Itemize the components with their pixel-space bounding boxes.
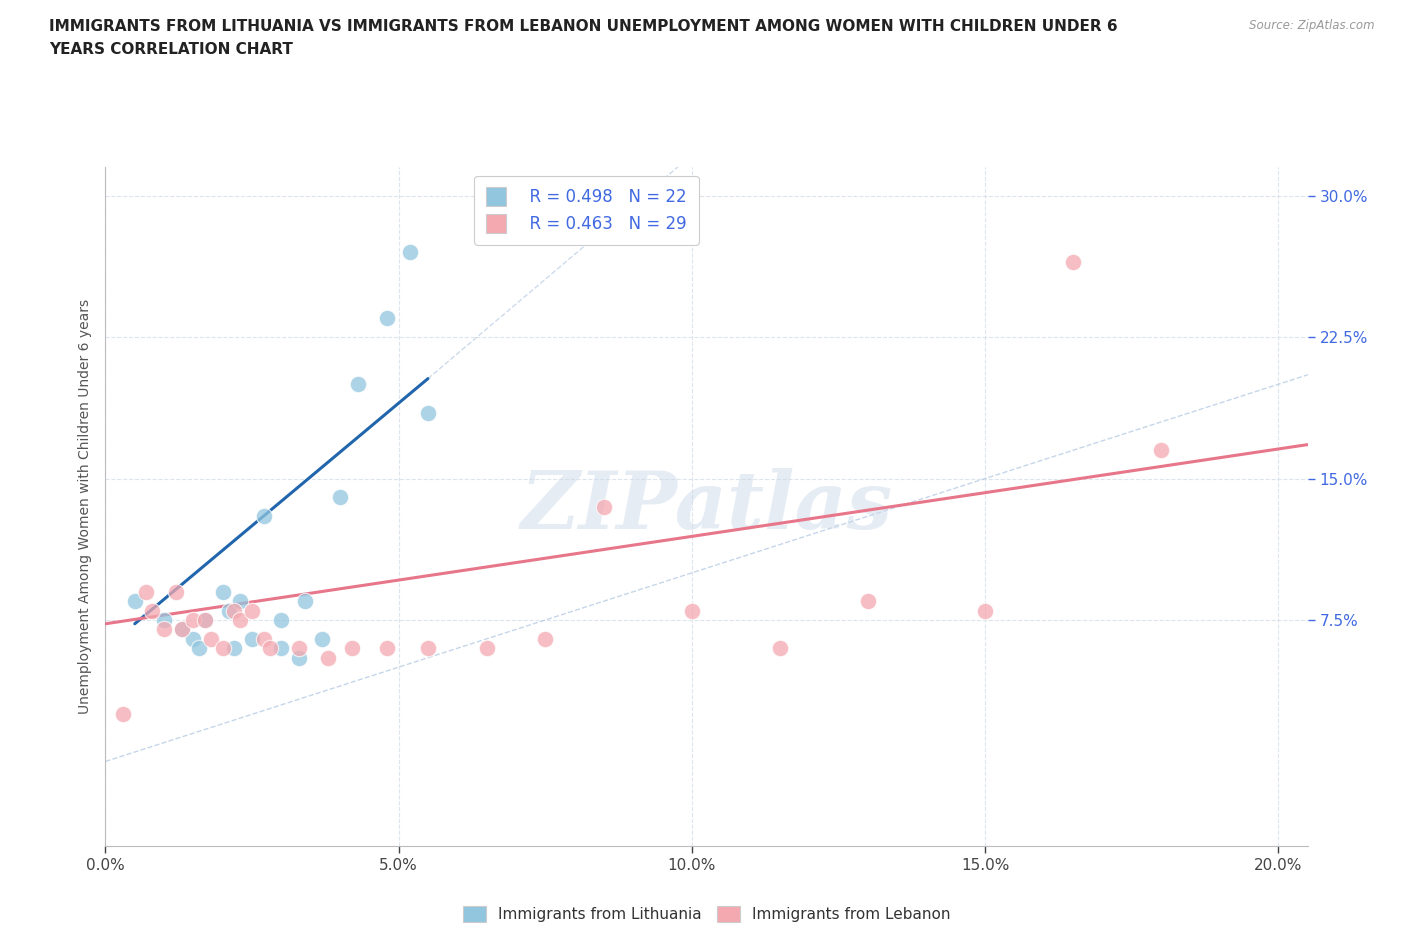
Point xyxy=(183,631,205,646)
Point xyxy=(1062,254,1084,269)
Point xyxy=(416,405,439,420)
Text: ZIPatlas: ZIPatlas xyxy=(520,468,893,546)
Point xyxy=(170,622,193,637)
Point xyxy=(224,641,246,656)
Point xyxy=(240,604,263,618)
Point xyxy=(769,641,792,656)
Point xyxy=(593,499,616,514)
Point xyxy=(194,613,217,628)
Point xyxy=(475,641,498,656)
Point xyxy=(253,509,276,524)
Point xyxy=(375,311,398,325)
Text: YEARS CORRELATION CHART: YEARS CORRELATION CHART xyxy=(49,42,292,57)
Point xyxy=(270,613,292,628)
Point xyxy=(194,613,217,628)
Text: Source: ZipAtlas.com: Source: ZipAtlas.com xyxy=(1250,19,1375,32)
Point xyxy=(112,707,135,722)
Point xyxy=(153,622,176,637)
Point xyxy=(153,613,176,628)
Point xyxy=(681,604,703,618)
Point xyxy=(288,650,311,665)
Point xyxy=(141,604,163,618)
Point xyxy=(211,584,233,599)
Point xyxy=(270,641,292,656)
Point xyxy=(183,613,205,628)
Point xyxy=(124,593,146,608)
Point xyxy=(229,593,252,608)
Point xyxy=(974,604,997,618)
Point xyxy=(224,604,246,618)
Point xyxy=(1150,443,1173,458)
Point xyxy=(329,490,352,505)
Text: IMMIGRANTS FROM LITHUANIA VS IMMIGRANTS FROM LEBANON UNEMPLOYMENT AMONG WOMEN WI: IMMIGRANTS FROM LITHUANIA VS IMMIGRANTS … xyxy=(49,19,1118,33)
Point xyxy=(135,584,157,599)
Point xyxy=(399,245,422,259)
Point xyxy=(211,641,233,656)
Point xyxy=(294,593,316,608)
Point xyxy=(229,613,252,628)
Point xyxy=(200,631,222,646)
Point xyxy=(375,641,398,656)
Point xyxy=(340,641,363,656)
Y-axis label: Unemployment Among Women with Children Under 6 years: Unemployment Among Women with Children U… xyxy=(77,299,91,714)
Point xyxy=(170,622,193,637)
Legend: Immigrants from Lithuania, Immigrants from Lebanon: Immigrants from Lithuania, Immigrants fr… xyxy=(456,898,957,930)
Point xyxy=(316,650,339,665)
Point xyxy=(218,604,240,618)
Point xyxy=(288,641,311,656)
Point xyxy=(253,631,276,646)
Point xyxy=(240,631,263,646)
Point xyxy=(416,641,439,656)
Point xyxy=(311,631,333,646)
Point xyxy=(346,377,368,392)
Point xyxy=(165,584,187,599)
Point xyxy=(534,631,557,646)
Point xyxy=(188,641,211,656)
Point xyxy=(856,593,879,608)
Point xyxy=(259,641,281,656)
